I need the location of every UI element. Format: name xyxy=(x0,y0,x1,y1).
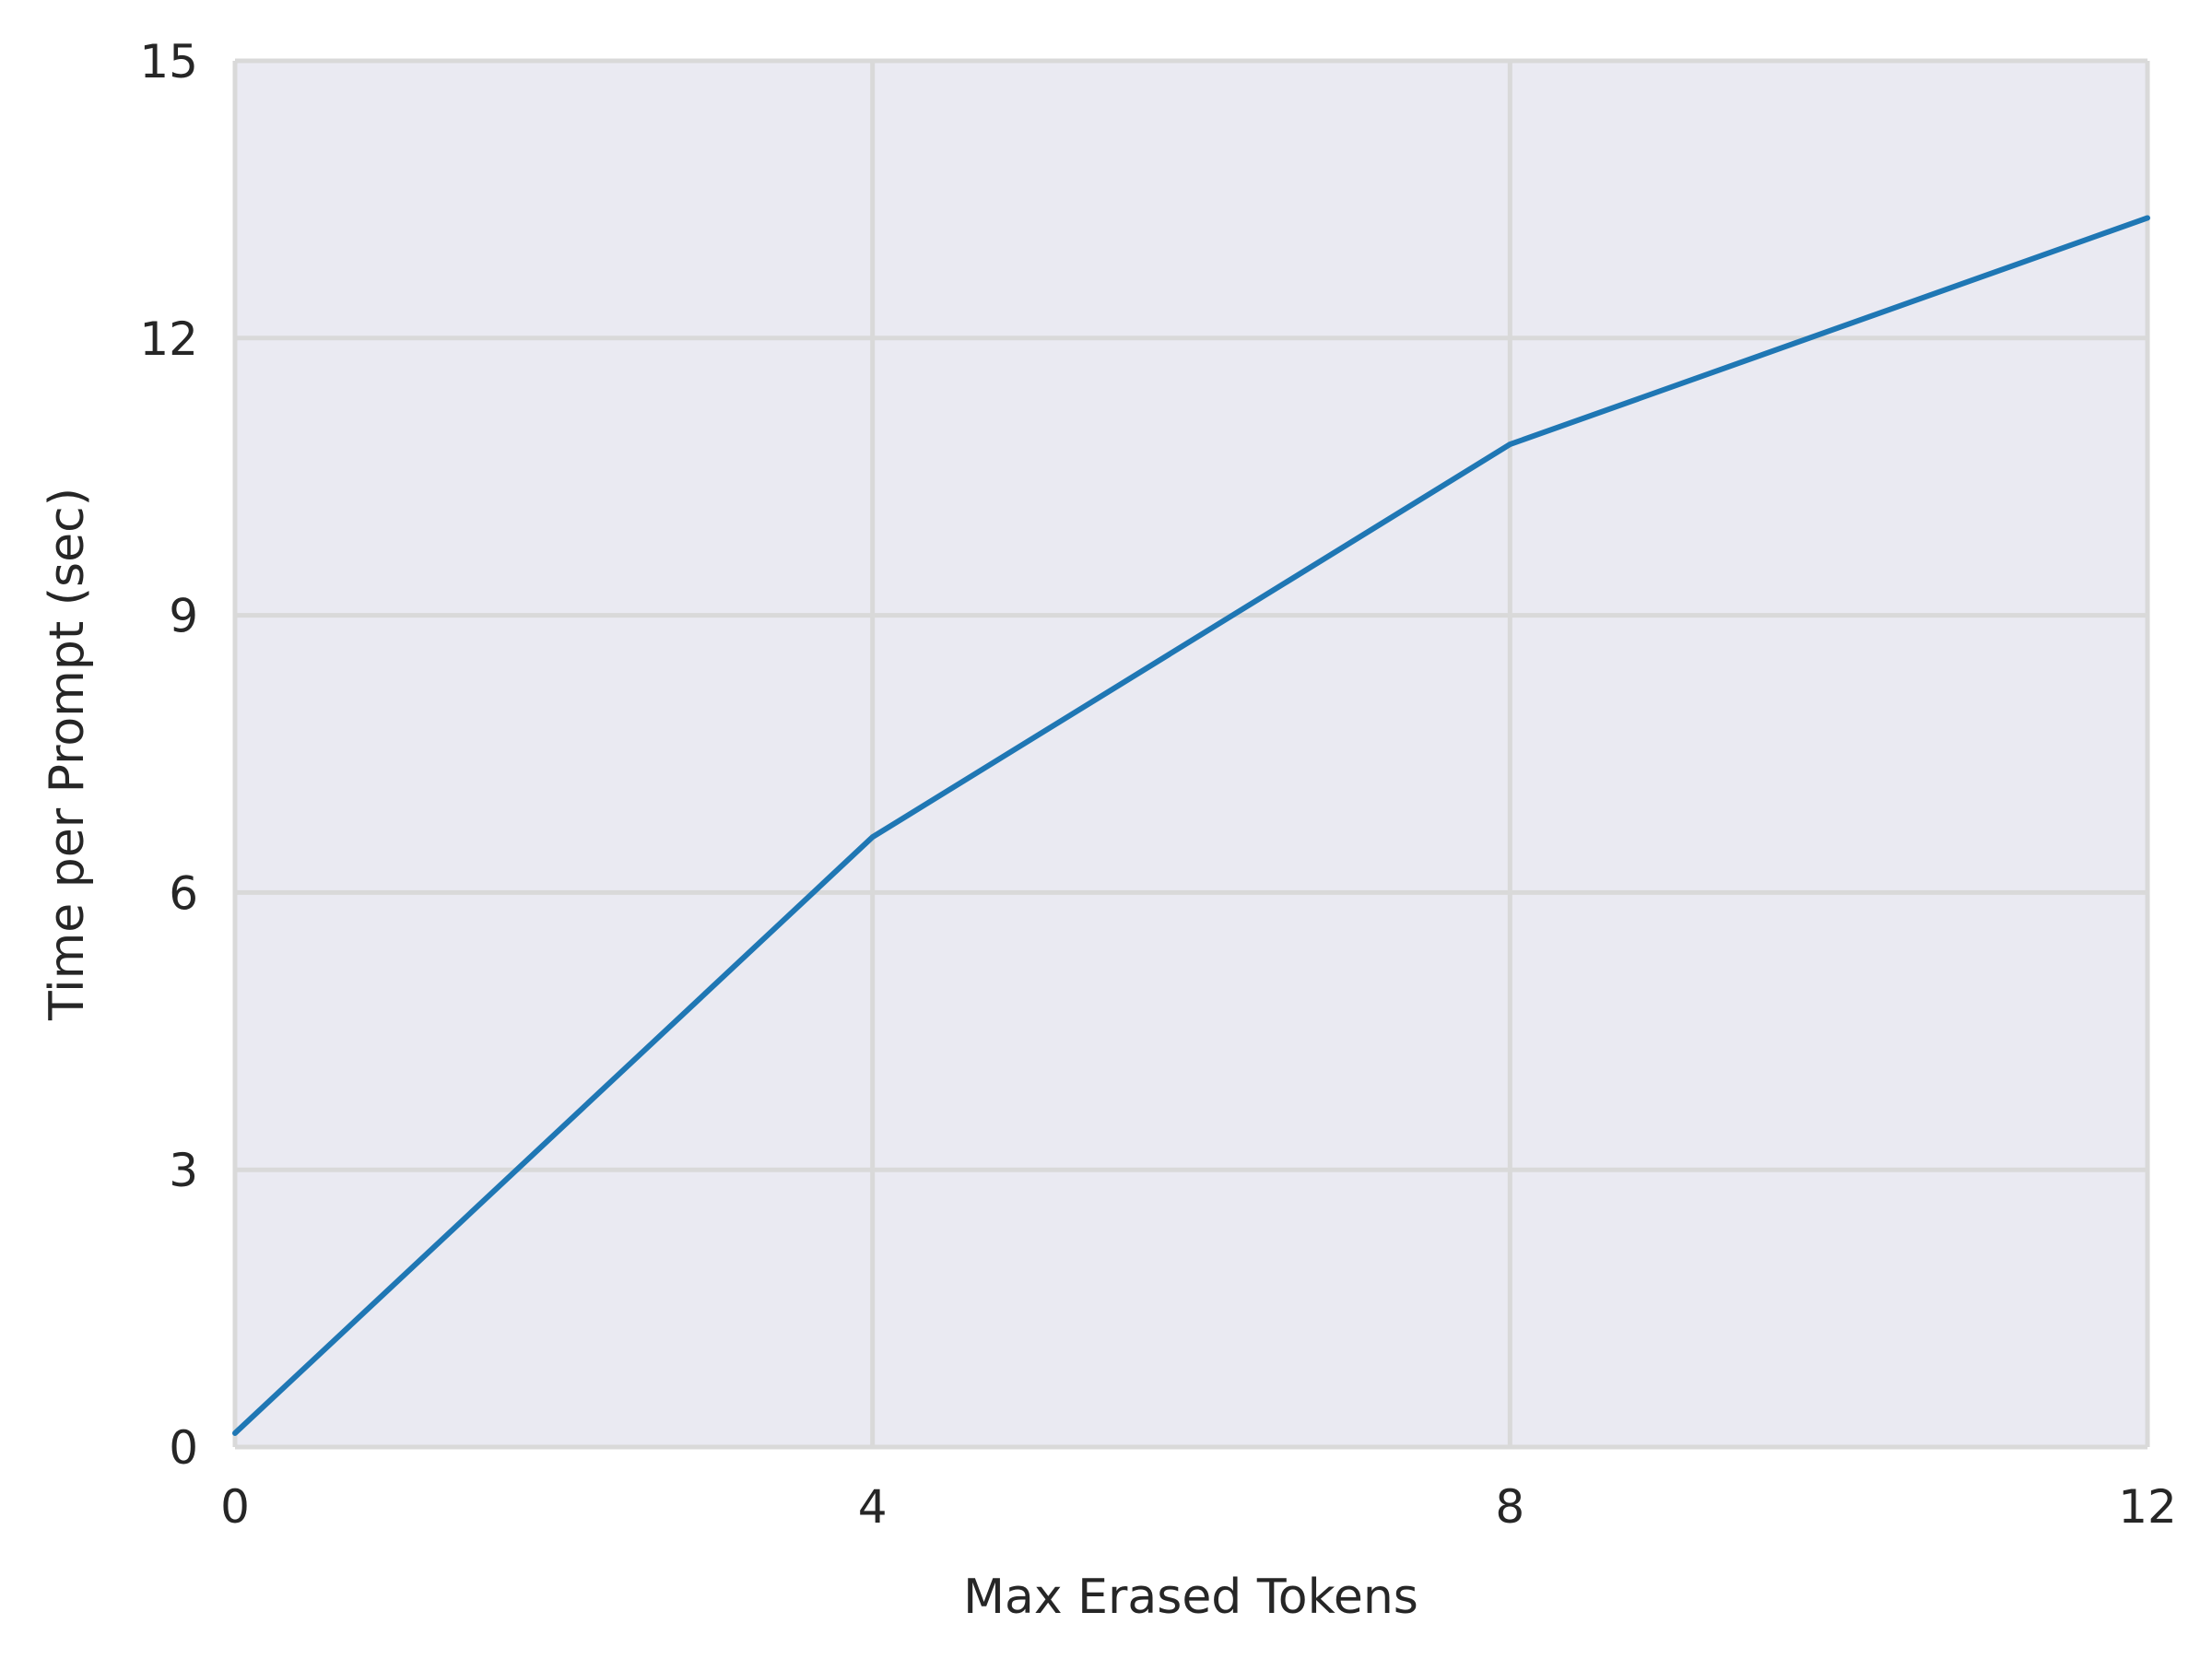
y-tick-labels: 0 3 6 9 12 15 xyxy=(139,35,198,1475)
series-group xyxy=(232,215,2150,1436)
y-axis-label: Time per Prompt (sec) xyxy=(40,488,95,1021)
y-tick-label: 0 xyxy=(169,1421,198,1475)
x-tick-label: 4 xyxy=(858,1480,888,1534)
plot-background xyxy=(235,61,2147,1447)
x-tick-label: 8 xyxy=(1495,1480,1524,1534)
x-tick-label: 0 xyxy=(220,1480,250,1534)
x-tick-label: 12 xyxy=(2118,1480,2177,1534)
series-line xyxy=(232,215,2150,1436)
y-tick-label: 6 xyxy=(169,866,198,920)
y-tick-label: 3 xyxy=(169,1144,198,1197)
y-tick-label: 15 xyxy=(139,35,198,88)
x-axis-label: Max Erased Tokens xyxy=(963,1570,1418,1625)
x-tick-labels: 0 4 8 12 xyxy=(220,1480,2177,1534)
y-tick-label: 9 xyxy=(169,590,198,643)
y-tick-label: 12 xyxy=(139,312,198,366)
grid-lines xyxy=(232,58,2150,1450)
